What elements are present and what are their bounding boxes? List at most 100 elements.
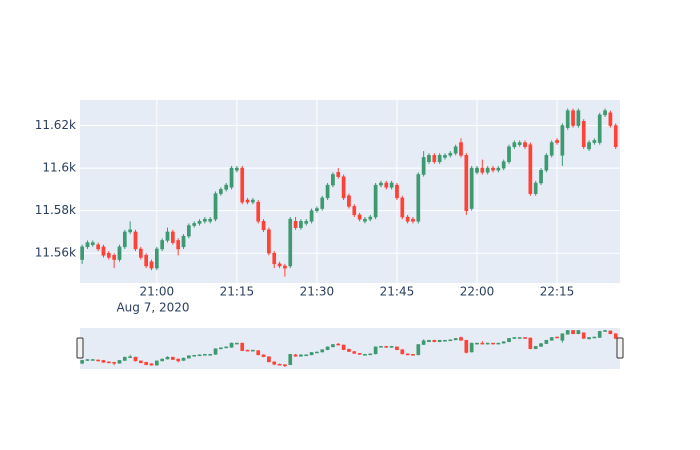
candle-body: [122, 231, 127, 248]
candle-body: [256, 350, 261, 356]
candle-body: [112, 362, 117, 364]
candle-body: [608, 112, 613, 126]
candle-body: [85, 359, 90, 361]
candle-body: [304, 221, 309, 224]
candle-body: [160, 358, 165, 362]
candle-body: [117, 246, 122, 260]
candle-body: [469, 342, 474, 353]
candle-body: [421, 157, 426, 175]
candle-body: [235, 167, 239, 171]
candle-body: [459, 337, 463, 341]
candle-body: [176, 240, 181, 250]
candle-body: [299, 354, 303, 357]
plot-background: [80, 100, 620, 283]
candle-body: [432, 340, 437, 342]
candle-body: [549, 337, 554, 341]
candle-body: [395, 184, 399, 199]
candle-body: [368, 353, 373, 356]
candle-body: [427, 155, 431, 162]
candle-body: [475, 167, 479, 173]
candle-body: [411, 218, 415, 222]
candle-body: [261, 354, 266, 357]
y-tick-label: 11.6k: [42, 161, 76, 175]
candle-body: [512, 337, 517, 339]
candle-body: [219, 347, 223, 350]
candle-body: [485, 342, 490, 345]
candle-body: [187, 225, 191, 237]
candle-body: [309, 210, 314, 222]
candle-body: [277, 363, 282, 366]
candle-body: [149, 261, 154, 269]
candle-body: [181, 357, 186, 361]
candle-body: [90, 242, 95, 245]
candle-body: [400, 197, 405, 218]
candle-body: [571, 330, 575, 334]
candle-body: [106, 252, 111, 258]
candle-body: [560, 333, 565, 341]
candle-body: [517, 142, 522, 145]
x-tick-label: 21:00: [140, 285, 175, 299]
candle-body: [491, 342, 495, 345]
range-handle[interactable]: [616, 337, 624, 359]
candle-body: [443, 340, 447, 342]
candle-body: [288, 218, 293, 267]
candle-body: [165, 231, 170, 241]
candle-body: [229, 342, 234, 348]
candle-body: [219, 189, 223, 194]
candle-body: [208, 218, 213, 222]
candle-body: [325, 346, 330, 350]
candle-body: [304, 354, 309, 357]
candle-body: [170, 231, 175, 243]
candle-body: [432, 155, 437, 162]
candle-body: [400, 349, 405, 355]
candle-body: [128, 356, 133, 358]
candle-body: [315, 351, 319, 354]
candle-body: [277, 263, 282, 267]
candle-body: [112, 255, 117, 260]
candle-body: [384, 346, 389, 348]
candle-body: [512, 142, 517, 148]
candle-body: [507, 338, 511, 342]
candle-body: [603, 330, 607, 332]
candle-body: [336, 172, 341, 177]
candle-body: [384, 182, 389, 188]
candle-body: [592, 140, 597, 143]
candle-body: [106, 361, 111, 364]
candle-body: [197, 354, 202, 357]
candle-body: [581, 121, 586, 148]
candle-body: [283, 364, 287, 366]
candle-body: [608, 330, 613, 334]
candle-body: [507, 146, 511, 162]
y-tick-label: 11.56k: [35, 246, 76, 260]
candle-body: [90, 359, 95, 361]
candle-body: [165, 356, 170, 360]
candle-body: [336, 343, 341, 346]
candle-body: [469, 167, 474, 209]
range-handle[interactable]: [76, 337, 84, 359]
candle-body: [533, 182, 538, 194]
candle-body: [592, 336, 597, 339]
candle-body: [485, 167, 490, 173]
candle-body: [133, 231, 138, 250]
candle-body: [315, 208, 319, 211]
range-slider[interactable]: [80, 328, 620, 369]
candle-body: [523, 337, 527, 339]
candle-body: [347, 195, 351, 207]
candle-body: [613, 333, 618, 339]
x-tick-label: 22:15: [540, 285, 575, 299]
candle-body: [491, 167, 495, 171]
candle-body: [373, 346, 378, 355]
candle-body: [213, 193, 218, 220]
candle-body: [299, 221, 303, 228]
candle-body: [272, 252, 277, 265]
candle-body: [421, 340, 426, 345]
candle-body: [224, 184, 229, 190]
candle-body: [170, 356, 175, 360]
candle-body: [122, 356, 127, 361]
candle-body: [517, 337, 522, 339]
candle-body: [587, 142, 591, 150]
candle-body: [437, 155, 442, 162]
candle-body: [453, 338, 458, 341]
candle-body: [352, 206, 357, 216]
